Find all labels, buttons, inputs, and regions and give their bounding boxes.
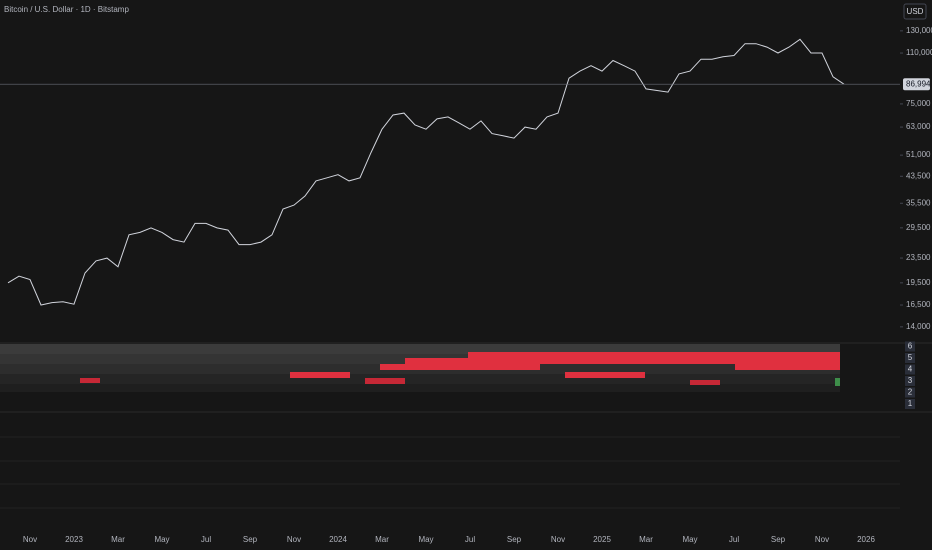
x-tick-label: Mar	[111, 535, 125, 544]
x-tick-label: 2026	[857, 535, 875, 544]
x-tick-label: Sep	[243, 535, 258, 544]
indicator-pane	[0, 342, 932, 509]
y-tick-label: 14,000	[906, 322, 931, 331]
last-price-label: 86,994	[906, 79, 931, 88]
pane-tick-box	[905, 376, 915, 386]
currency-label[interactable]: USD	[907, 7, 924, 16]
x-tick-label: Jul	[465, 535, 475, 544]
pane-tick-box	[905, 353, 915, 363]
y-tick-label: 16,500	[906, 300, 931, 309]
pane-tick-label: 5	[908, 353, 913, 362]
y-tick-label: 130,000	[906, 26, 932, 35]
y-tick-label: 43,500	[906, 171, 931, 180]
last-price-box	[903, 78, 930, 91]
x-tick-label: Jul	[201, 535, 211, 544]
x-tick-label: May	[418, 535, 433, 544]
x-tick-label: Jul	[729, 535, 739, 544]
pane-tick-box	[905, 387, 915, 398]
x-tick-label: Nov	[815, 535, 829, 544]
x-tick-label: Mar	[375, 535, 389, 544]
x-tick-label: 2025	[593, 535, 611, 544]
y-tick-label: 23,500	[906, 253, 931, 262]
pane-tick-box	[905, 341, 915, 352]
x-tick-label: 2024	[329, 535, 347, 544]
pane-tick-label: 2	[908, 388, 913, 397]
pane-tick-label: 4	[908, 365, 913, 374]
pane-tick-box	[905, 364, 915, 375]
x-tick-label: Nov	[551, 535, 565, 544]
y-tick-label: 29,500	[906, 223, 931, 232]
price-line	[7, 38, 845, 306]
x-tick-label: Nov	[287, 535, 301, 544]
x-tick-label: Mar	[639, 535, 653, 544]
y-tick-label: 63,000	[906, 122, 931, 131]
x-tick-label: Nov	[23, 535, 37, 544]
y-tick-label: 51,000	[906, 150, 931, 159]
y-tick-label: 75,000	[906, 99, 931, 108]
x-tick-label: May	[682, 535, 697, 544]
x-tick-label: May	[154, 535, 169, 544]
y-tick-label: 35,500	[906, 198, 931, 207]
y-tick-label: 110,000	[906, 48, 932, 57]
y-tick-label: 19,500	[906, 278, 931, 287]
chart-title: Bitcoin / U.S. Dollar · 1D · Bitstamp	[4, 5, 129, 14]
currency-button[interactable]	[903, 3, 927, 20]
x-tick-label: Sep	[771, 535, 786, 544]
x-tick-label: Sep	[507, 535, 522, 544]
pane-tick-box	[905, 399, 915, 409]
x-tick-label: 2023	[65, 535, 83, 544]
pane-tick-label: 3	[908, 376, 913, 385]
pane-tick-label: 1	[908, 399, 913, 408]
pane-tick-label: 6	[908, 342, 913, 351]
